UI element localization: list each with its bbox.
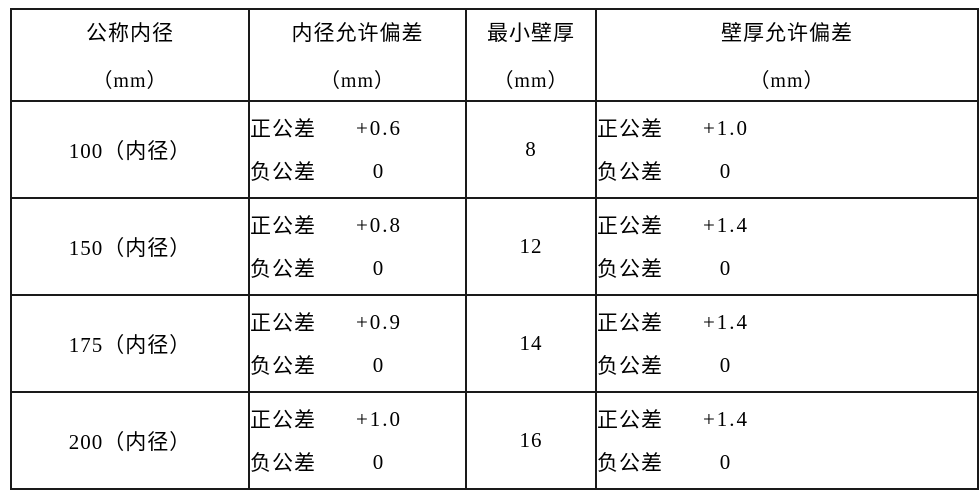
min-wall-cell: 12 <box>465 197 597 296</box>
positive-tolerance-label: 正公差 <box>250 117 316 141</box>
negative-tolerance-label: 负公差 <box>250 257 316 281</box>
negative-tolerance-line: 负公差 0 <box>250 441 465 484</box>
positive-tolerance-value: +1.4 <box>702 309 750 334</box>
negative-tolerance-label: 负公差 <box>597 160 663 184</box>
col-header-unit: （mm） <box>319 70 396 92</box>
negative-tolerance-value: 0 <box>719 158 733 183</box>
wall-tolerance-cell: 正公差 +1.0 负公差 0 <box>595 100 979 199</box>
negative-tolerance-line: 负公差 0 <box>250 344 465 387</box>
col-header-nominal-id: 公称内径 （mm） <box>10 8 250 102</box>
col-header-unit: （mm） <box>749 70 825 92</box>
col-header-min-wall: 最小壁厚 （mm） <box>465 8 597 102</box>
positive-tolerance-line: 正公差 +0.9 <box>250 301 465 344</box>
positive-tolerance-line: 正公差 +1.0 <box>597 107 977 150</box>
min-wall-cell: 16 <box>465 391 597 490</box>
col-header-unit: （mm） <box>493 70 569 92</box>
col-header-wall-tolerance: 壁厚允许偏差 （mm） <box>595 8 979 102</box>
negative-tolerance-value: 0 <box>719 449 733 474</box>
negative-tolerance-line: 负公差 0 <box>597 247 977 290</box>
negative-tolerance-value: 0 <box>372 449 386 474</box>
col-header-title: 壁厚允许偏差 <box>721 21 853 45</box>
col-header-title: 最小壁厚 <box>487 21 575 45</box>
positive-tolerance-line: 正公差 +1.4 <box>597 301 977 344</box>
negative-tolerance-value: 0 <box>372 255 386 280</box>
negative-tolerance-line: 负公差 0 <box>597 150 977 193</box>
positive-tolerance-label: 正公差 <box>250 408 316 432</box>
negative-tolerance-label: 负公差 <box>597 257 663 281</box>
col-header-title: 公称内径 <box>86 21 174 45</box>
positive-tolerance-value: +0.9 <box>355 309 403 334</box>
table-row: 175（内径） 正公差 +0.9 负公差 0 14 正公差 +1.4 <box>10 294 979 393</box>
col-header-title: 内径允许偏差 <box>291 21 424 45</box>
negative-tolerance-line: 负公差 0 <box>250 150 465 193</box>
positive-tolerance-value: +1.4 <box>702 406 750 431</box>
pipe-spec-table: 公称内径 （mm） 内径允许偏差 （mm） 最小壁厚 （mm） <box>10 8 979 490</box>
id-tolerance-cell: 正公差 +0.6 负公差 0 <box>248 100 467 199</box>
positive-tolerance-value: +0.6 <box>355 115 403 140</box>
table-row: 100（内径） 正公差 +0.6 负公差 0 8 正公差 +1.0 <box>10 100 979 199</box>
negative-tolerance-value: 0 <box>719 255 733 280</box>
id-tolerance-cell: 正公差 +0.9 负公差 0 <box>248 294 467 393</box>
positive-tolerance-line: 正公差 +1.4 <box>597 204 977 247</box>
negative-tolerance-label: 负公差 <box>597 451 663 475</box>
negative-tolerance-value: 0 <box>372 158 386 183</box>
positive-tolerance-line: 正公差 +0.8 <box>250 204 465 247</box>
nominal-cell: 175（内径） <box>10 294 250 393</box>
negative-tolerance-label: 负公差 <box>250 451 316 475</box>
positive-tolerance-value: +0.8 <box>355 212 403 237</box>
positive-tolerance-value: +1.0 <box>355 406 403 431</box>
positive-tolerance-line: 正公差 +0.6 <box>250 107 465 150</box>
id-tolerance-cell: 正公差 +1.0 负公差 0 <box>248 391 467 490</box>
positive-tolerance-label: 正公差 <box>250 214 316 238</box>
negative-tolerance-line: 负公差 0 <box>597 344 977 387</box>
positive-tolerance-value: +1.0 <box>702 115 750 140</box>
wall-tolerance-cell: 正公差 +1.4 负公差 0 <box>595 294 979 393</box>
negative-tolerance-label: 负公差 <box>597 354 663 378</box>
wall-tolerance-cell: 正公差 +1.4 负公差 0 <box>595 391 979 490</box>
nominal-cell: 100（内径） <box>10 100 250 199</box>
negative-tolerance-label: 负公差 <box>250 354 316 378</box>
positive-tolerance-label: 正公差 <box>250 311 316 335</box>
positive-tolerance-label: 正公差 <box>597 214 663 238</box>
wall-tolerance-cell: 正公差 +1.4 负公差 0 <box>595 197 979 296</box>
col-header-id-tolerance: 内径允许偏差 （mm） <box>248 8 467 102</box>
col-header-unit: （mm） <box>92 70 168 92</box>
positive-tolerance-label: 正公差 <box>597 117 663 141</box>
positive-tolerance-line: 正公差 +1.0 <box>250 398 465 441</box>
positive-tolerance-value: +1.4 <box>702 212 750 237</box>
positive-tolerance-label: 正公差 <box>597 311 663 335</box>
nominal-cell: 150（内径） <box>10 197 250 296</box>
negative-tolerance-value: 0 <box>372 352 386 377</box>
negative-tolerance-line: 负公差 0 <box>250 247 465 290</box>
header-row: 公称内径 （mm） 内径允许偏差 （mm） 最小壁厚 （mm） <box>10 8 979 102</box>
table-row: 150（内径） 正公差 +0.8 负公差 0 12 正公差 +1.4 <box>10 197 979 296</box>
min-wall-cell: 14 <box>465 294 597 393</box>
positive-tolerance-line: 正公差 +1.4 <box>597 398 977 441</box>
negative-tolerance-line: 负公差 0 <box>597 441 977 484</box>
negative-tolerance-label: 负公差 <box>250 160 316 184</box>
negative-tolerance-value: 0 <box>719 352 733 377</box>
id-tolerance-cell: 正公差 +0.8 负公差 0 <box>248 197 467 296</box>
positive-tolerance-label: 正公差 <box>597 408 663 432</box>
min-wall-cell: 8 <box>465 100 597 199</box>
nominal-cell: 200（内径） <box>10 391 250 490</box>
table-row: 200（内径） 正公差 +1.0 负公差 0 16 正公差 +1.4 <box>10 391 979 490</box>
